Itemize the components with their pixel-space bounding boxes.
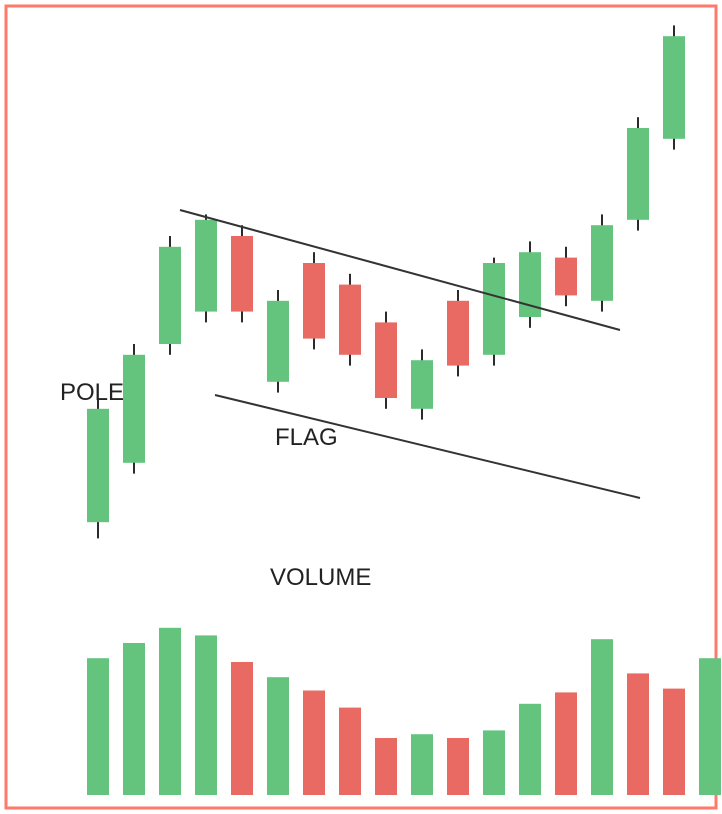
candle-body <box>159 247 181 344</box>
candle-body <box>87 409 109 522</box>
candle-body <box>267 301 289 382</box>
candle-body <box>303 263 325 339</box>
candle-body <box>411 360 433 409</box>
candle-body <box>483 263 505 355</box>
volume-bar <box>303 691 325 796</box>
candle-body <box>555 258 577 296</box>
volume-bar <box>339 708 361 795</box>
volume-bar <box>87 658 109 795</box>
volume-bar <box>663 689 685 795</box>
volume-bar <box>411 734 433 795</box>
candle-body <box>447 301 469 366</box>
label-volume: VOLUME <box>270 564 371 591</box>
label-flag: FLAG <box>275 424 338 451</box>
candle-body <box>195 220 217 312</box>
label-pole: POLE <box>60 379 124 406</box>
volume-bar <box>483 730 505 795</box>
volume-bar <box>267 677 289 795</box>
volume-bar <box>447 738 469 795</box>
volume-bar <box>699 658 721 795</box>
chart-svg: POLE FLAG VOLUME <box>0 0 722 814</box>
candle-body <box>339 285 361 355</box>
volume-bar <box>519 704 541 795</box>
chart-frame: POLE FLAG VOLUME <box>0 0 722 814</box>
volume-bar <box>555 692 577 795</box>
volume-bar <box>231 662 253 795</box>
volume-bar <box>591 639 613 795</box>
candle-body <box>627 128 649 220</box>
candle-body <box>123 355 145 463</box>
volume-bar <box>159 628 181 795</box>
volume-bar <box>195 635 217 795</box>
volume-bar <box>375 738 397 795</box>
candle-body <box>375 322 397 398</box>
volume-bar <box>123 643 145 795</box>
volume-bar <box>627 673 649 795</box>
candle-body <box>663 36 685 139</box>
candle-body <box>591 225 613 301</box>
candle-body <box>231 236 253 312</box>
